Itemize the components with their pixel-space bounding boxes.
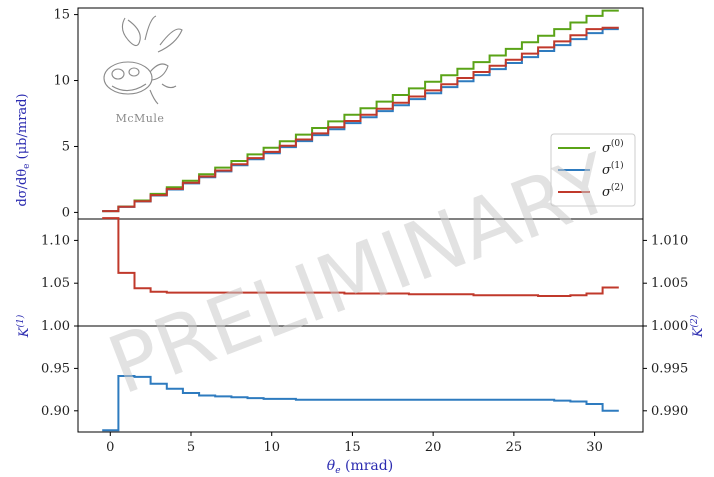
- middle-left-y-tick-label: 1.05: [41, 276, 70, 291]
- tick-group: 0 5 10 15 1.05 1.10 1.005 1.010 0.90 0.95 1.00 0.99…: [41, 8, 688, 455]
- middle-series-0: [102, 217, 619, 297]
- bottom-series-group: [102, 375, 619, 432]
- x-tick-label: 20: [425, 440, 442, 455]
- bottom-right-y-tick-label: 0.990: [651, 404, 688, 419]
- mcmule-logo-text: McMule: [116, 112, 165, 125]
- top-y-tick-label: 0: [62, 205, 70, 220]
- preliminary-watermark: PRELIMINARY: [97, 136, 625, 413]
- middle-right-y-tick-label: 1.010: [651, 233, 688, 248]
- top-y-tick-label: 10: [53, 74, 70, 89]
- k1-axis-label: K(1): [15, 314, 32, 338]
- top-y-tick-label: 5: [62, 139, 70, 154]
- x-tick-label: 10: [263, 440, 280, 455]
- k2-axis-label: K(2): [689, 314, 706, 338]
- top-y-axis-label: dσ/dθe (μb/mrad): [15, 93, 32, 206]
- mcmule-fly-logo-icon: [103, 15, 183, 105]
- svg-text:dσ/dθe (μb/mrad): dσ/dθe (μb/mrad): [15, 93, 32, 206]
- bottom-right-y-tick-label: 1.000: [651, 319, 688, 334]
- x-tick-label: 5: [187, 440, 195, 455]
- bottom-series-0: [102, 375, 619, 432]
- middle-left-y-tick-label: 1.10: [41, 233, 70, 248]
- bottom-panel-frame: [77, 325, 644, 433]
- bottom-right-y-tick-label: 0.995: [651, 361, 688, 376]
- x-tick-label: 30: [586, 440, 603, 455]
- x-tick-label: 15: [344, 440, 361, 455]
- bottom-left-y-tick-label: 1.00: [41, 319, 70, 334]
- top-series-2: [102, 26, 619, 213]
- legend: σ(0) σ(1) σ(2): [550, 133, 636, 207]
- middle-series-group: [102, 217, 619, 297]
- middle-right-y-tick-label: 1.005: [651, 276, 688, 291]
- top-series-0: [102, 9, 619, 213]
- bottom-left-y-tick-label: 0.95: [41, 361, 70, 376]
- x-axis-label: θe (mrad): [327, 458, 393, 476]
- x-tick-label: 0: [106, 440, 114, 455]
- top-series-group: [102, 9, 619, 213]
- top-y-tick-label: 15: [53, 8, 70, 23]
- legend-box: [550, 133, 636, 207]
- x-tick-label: 25: [506, 440, 523, 455]
- bottom-left-y-tick-label: 0.90: [41, 404, 70, 419]
